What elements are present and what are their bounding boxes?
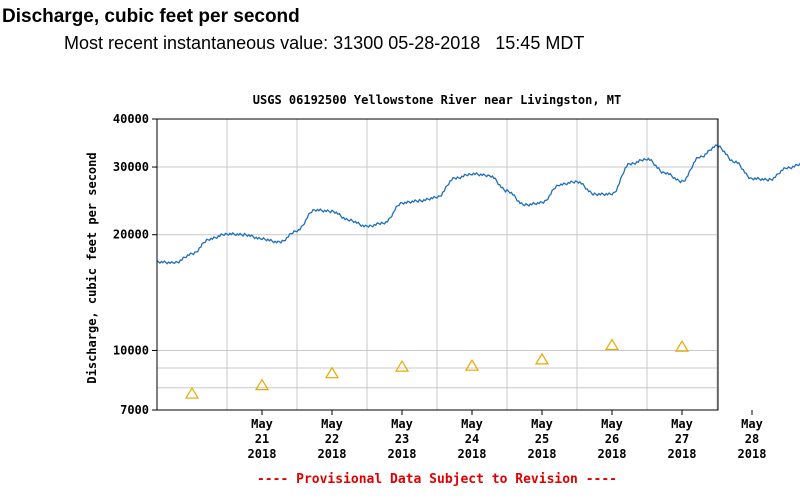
y-axis-label: Discharge, cubic feet per second <box>85 152 99 383</box>
discharge-line <box>156 144 800 265</box>
y-axis-ticks: 40000 30000 20000 10000 7000 <box>113 112 157 417</box>
grid-lines <box>157 118 718 411</box>
x-axis-ticks: May 21 2018 May 22 2018 May 23 2018 May 24 2018 May 2… <box>248 410 767 461</box>
median-point <box>604 338 620 351</box>
x-tick-label: May 25 2018 <box>528 417 557 461</box>
y-tick-label: 40000 <box>113 112 149 126</box>
median-point <box>534 352 550 365</box>
y-tick-label: 20000 <box>113 228 149 242</box>
y-tick-label: 7000 <box>120 403 149 417</box>
y-tick-label: 10000 <box>113 343 149 357</box>
most-recent-value: Most recent instantaneous value: 31300 0… <box>64 33 585 53</box>
plot-frame <box>156 118 719 411</box>
x-tick-label: May 23 2018 <box>388 417 417 461</box>
x-tick-label: May 24 2018 <box>458 417 487 461</box>
x-tick-label: May 27 2018 <box>668 417 697 461</box>
provisional-note: ---- Provisional Data Subject to Revisio… <box>257 472 617 487</box>
median-point <box>674 339 690 352</box>
chart-title: USGS 06192500 Yellowstone River near Liv… <box>253 93 621 107</box>
x-tick-label: May 26 2018 <box>598 417 627 461</box>
x-tick-label: May 22 2018 <box>318 417 347 461</box>
median-point <box>254 378 270 391</box>
median-point <box>184 386 200 399</box>
median-point <box>464 359 480 371</box>
x-tick-label: May 21 2018 <box>248 417 277 461</box>
median-point <box>324 366 340 379</box>
series-group <box>156 144 800 399</box>
median-point <box>394 359 410 372</box>
y-tick-label: 30000 <box>113 160 149 174</box>
page-title: Discharge, cubic feet per second <box>2 6 300 27</box>
x-tick-label: May 28 2018 <box>738 417 767 461</box>
